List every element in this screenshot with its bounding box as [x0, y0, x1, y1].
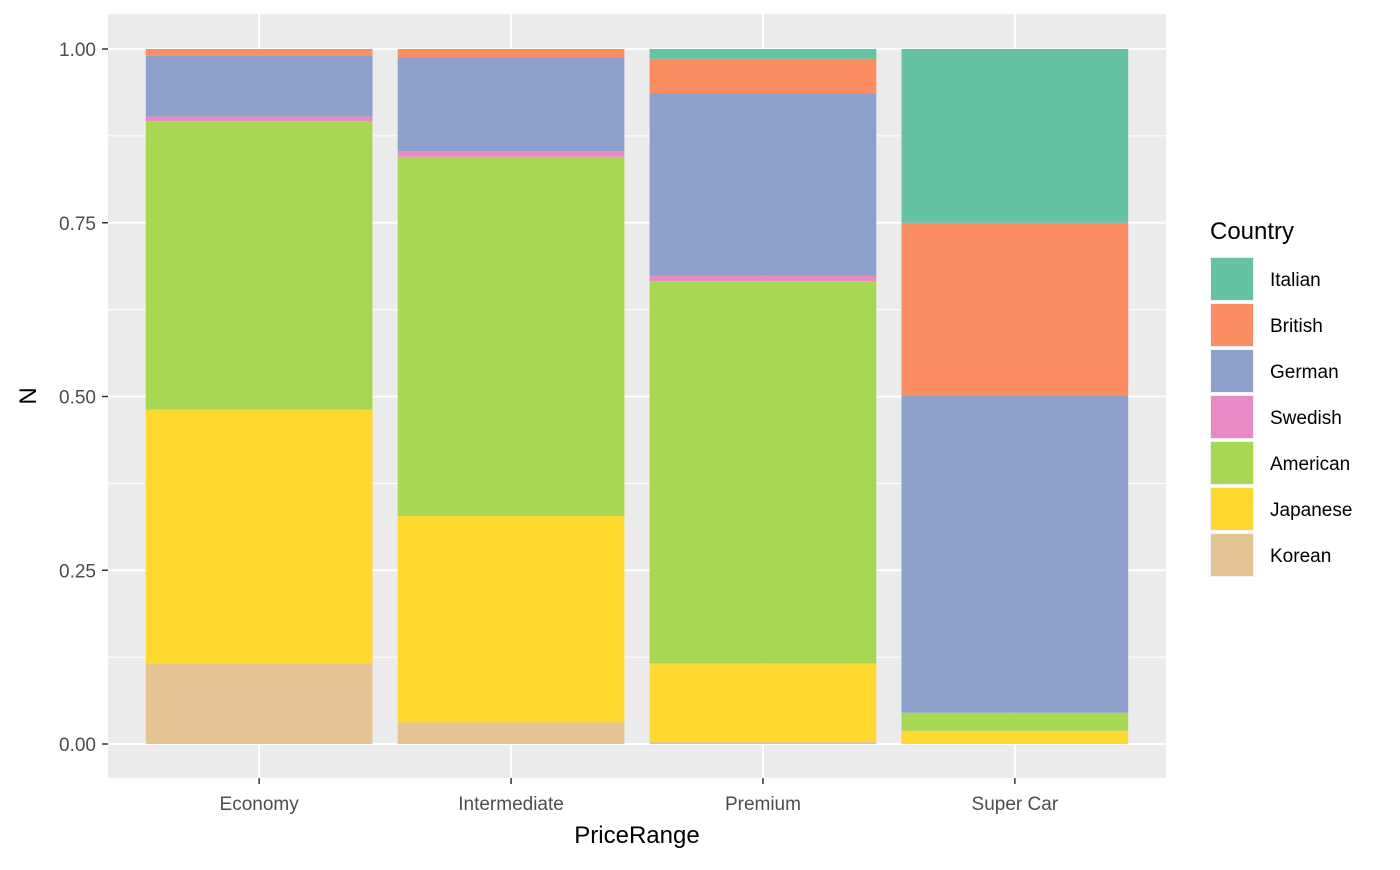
legend-swatch — [1211, 304, 1253, 346]
y-axis-title: N — [15, 387, 42, 404]
legend-title: Country — [1210, 218, 1294, 245]
legend-label: American — [1270, 454, 1350, 475]
bar-segment — [649, 49, 877, 59]
legend-swatch — [1211, 350, 1253, 392]
y-tick-label: 1.00 — [59, 40, 96, 61]
y-tick-label: 0.50 — [59, 388, 96, 409]
x-axis: Economy Intermediate Premium Super Car — [220, 778, 1059, 815]
bar-segment — [649, 741, 877, 744]
x-tick-label: Intermediate — [458, 794, 564, 815]
y-tick-label: 0.25 — [59, 561, 96, 582]
legend-swatch — [1211, 534, 1253, 576]
legend-label: Korean — [1270, 546, 1331, 567]
bar-segment — [397, 722, 625, 744]
bar-segment — [145, 409, 373, 665]
bar-segment — [649, 58, 877, 94]
bar-segment — [145, 121, 373, 410]
x-axis-title: PriceRange — [574, 822, 699, 849]
bar-segment — [649, 275, 877, 282]
legend-label: British — [1270, 316, 1323, 337]
x-tick-label: Premium — [725, 794, 801, 815]
bar-segment — [901, 49, 1129, 223]
bar-segment — [901, 730, 1129, 744]
bar-segment — [901, 712, 1129, 731]
bar-segment — [649, 281, 877, 664]
legend-label: German — [1270, 362, 1339, 383]
bar-segment — [145, 55, 373, 117]
legend: Country Italian British German Swedish Ameri… — [1210, 218, 1352, 577]
legend-swatch — [1211, 396, 1253, 438]
legend-swatch — [1211, 488, 1253, 530]
bar-segment — [145, 116, 373, 122]
x-tick-label: Super Car — [972, 794, 1059, 815]
legend-label: Italian — [1270, 270, 1321, 291]
bar-segment — [397, 151, 625, 157]
legend-label: Japanese — [1270, 500, 1352, 521]
bar-segment — [649, 663, 877, 742]
legend-swatch — [1211, 442, 1253, 484]
bar-segment — [397, 516, 625, 723]
legend-swatch — [1211, 258, 1253, 300]
bar-segment — [397, 156, 625, 517]
bar-segment — [397, 57, 625, 152]
bar-segment — [901, 395, 1129, 713]
x-tick-label: Economy — [220, 794, 300, 815]
bar-segment — [145, 664, 373, 744]
y-axis: 0.00 0.25 0.50 0.75 1.00 — [59, 40, 108, 756]
bar-segment — [397, 49, 625, 58]
bar-segment — [901, 222, 1129, 396]
y-tick-label: 0.00 — [59, 735, 96, 756]
bar-segment — [649, 93, 877, 276]
bars — [145, 49, 1129, 744]
legend-items: Italian British German Swedish American Japan… — [1210, 257, 1352, 577]
y-tick-label: 0.75 — [59, 214, 96, 235]
bar-segment — [145, 49, 373, 56]
legend-label: Swedish — [1270, 408, 1342, 429]
